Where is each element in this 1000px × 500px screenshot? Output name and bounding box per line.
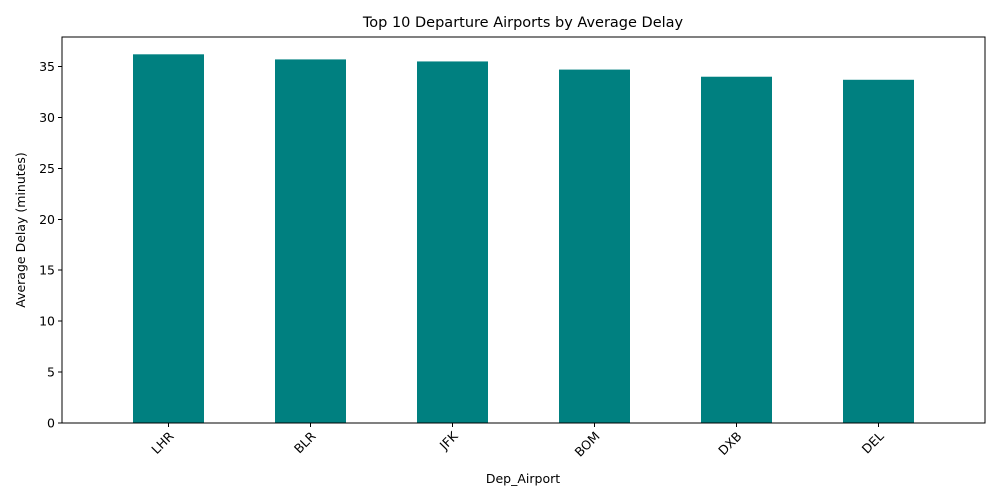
y-tick-label: 10 (39, 314, 55, 329)
bar-jfk (417, 61, 488, 423)
x-tick-label: LHR (148, 428, 177, 457)
y-tick-label: 20 (39, 212, 55, 227)
bar-dxb (701, 76, 772, 423)
x-tick-label: DEL (859, 428, 887, 456)
y-axis-ticks: 0 5 10 15 20 25 30 35 (39, 59, 62, 431)
bar-blr (275, 59, 346, 423)
x-tick-label: JFK (436, 428, 461, 453)
x-tick-label: BLR (291, 428, 319, 456)
x-axis-ticks: LHR BLR JFK BOM DXB DEL (148, 423, 887, 460)
y-tick-label: 25 (39, 161, 55, 176)
bar-bom (559, 69, 630, 423)
plot-frame (61, 36, 986, 424)
bar-lhr (133, 54, 204, 424)
y-tick-label: 15 (39, 263, 55, 278)
x-axis-label: Dep_Airport (486, 471, 560, 486)
y-tick-label: 0 (47, 416, 55, 431)
bar-del (843, 79, 914, 423)
x-tick-label: DXB (715, 429, 745, 459)
x-tick-label: BOM (572, 429, 603, 460)
y-tick-label: 5 (47, 365, 55, 380)
y-tick-label: 35 (39, 59, 55, 74)
y-tick-label: 30 (39, 110, 55, 125)
bars-group (133, 54, 914, 424)
y-axis-label: Average Delay (minutes) (13, 152, 28, 307)
chart-title: Top 10 Departure Airports by Average Del… (362, 15, 684, 31)
